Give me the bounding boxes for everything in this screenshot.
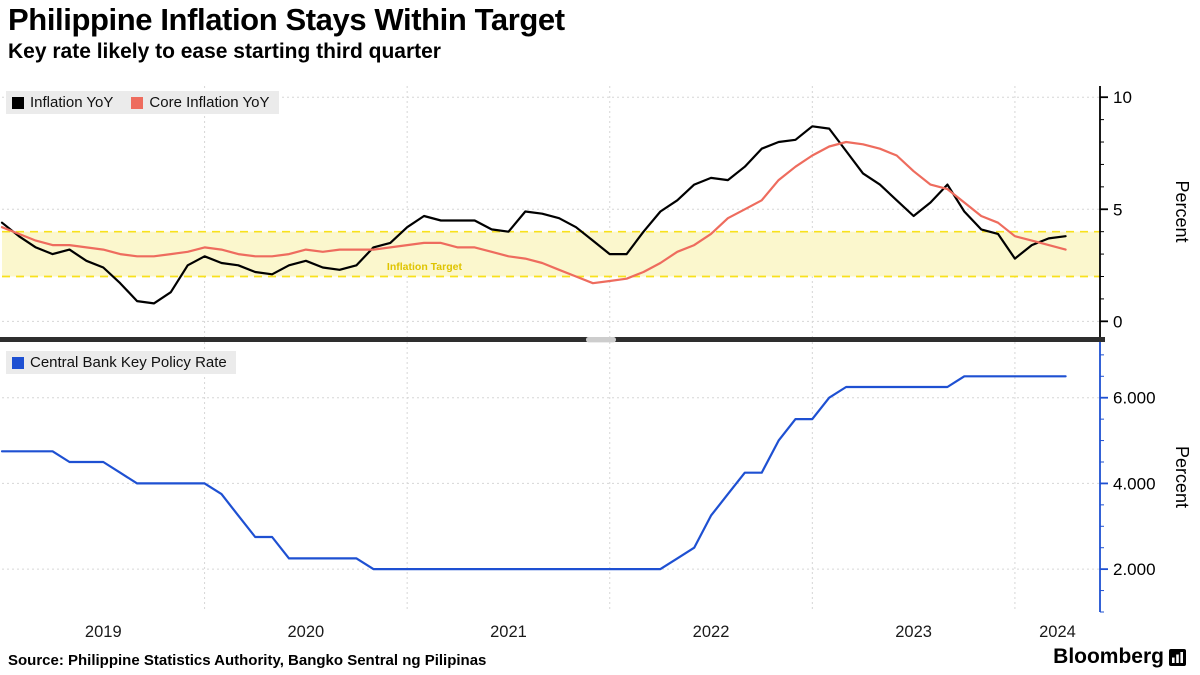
y-tick-label: 6.000	[1113, 389, 1156, 408]
panel-divider-handle[interactable]	[586, 337, 616, 343]
legend-label-inflation: Inflation YoY	[30, 94, 114, 111]
legend-item-policy-rate: Central Bank Key Policy Rate	[12, 354, 227, 371]
y-tick-label: 2.000	[1113, 560, 1156, 579]
x-tick-label: 2023	[895, 623, 932, 641]
y-tick-label: 0	[1113, 312, 1122, 331]
x-tick-label: 2024	[1039, 623, 1076, 641]
legend-top: Inflation YoY Core Inflation YoY	[6, 91, 279, 114]
chart-title: Philippine Inflation Stays Within Target	[8, 2, 565, 37]
legend-label-core-inflation: Core Inflation YoY	[149, 94, 270, 111]
y-axis-title: Percent	[1172, 180, 1192, 242]
chart-subtitle: Key rate likely to ease starting third q…	[8, 39, 441, 63]
y-tick-label: 10	[1113, 88, 1132, 107]
policy-rate-swatch	[12, 356, 24, 369]
y-tick-label: 4.000	[1113, 474, 1156, 493]
bloomberg-wordmark: Bloomberg	[1053, 645, 1164, 668]
inflation-swatch	[12, 96, 24, 109]
target-band-label: Inflation Target	[387, 261, 463, 273]
legend-item-inflation: Inflation YoY	[12, 94, 113, 111]
legend-item-core-inflation: Core Inflation YoY	[131, 94, 270, 111]
x-tick-label: 2021	[490, 623, 527, 641]
core-inflation-swatch	[131, 96, 144, 109]
x-tick-label: 2019	[85, 623, 122, 641]
chart-header: Philippine Inflation Stays Within Target…	[8, 2, 565, 64]
inflation-yoy-line	[0, 125, 1067, 305]
core-inflation-yoy-line	[0, 140, 1067, 285]
bloomberg-logo: Bloomberg	[1053, 645, 1186, 669]
legend-label-policy-rate: Central Bank Key Policy Rate	[30, 354, 227, 371]
legend-bottom: Central Bank Key Policy Rate	[6, 351, 236, 374]
central-bank-key-policy-rate-line	[0, 375, 1067, 571]
y-axis-title: Percent	[1172, 446, 1192, 508]
y-tick-label: 5	[1113, 200, 1122, 219]
source-text: Source: Philippine Statistics Authority,…	[8, 652, 487, 669]
bloomberg-chart-icon	[1169, 648, 1186, 666]
x-tick-label: 2020	[288, 623, 325, 641]
x-tick-label: 2022	[693, 623, 730, 641]
